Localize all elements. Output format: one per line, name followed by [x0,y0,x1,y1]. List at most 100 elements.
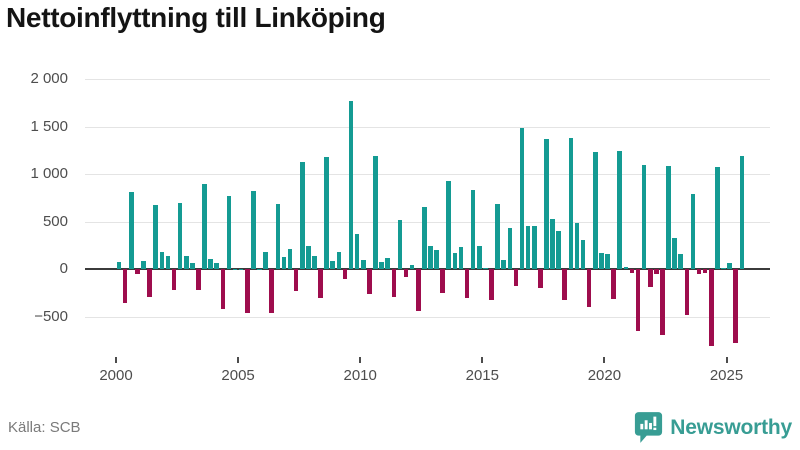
bar-2023-Q1 [678,253,684,269]
bar-2023-Q3 [690,193,696,269]
bar-2004-Q2 [220,269,226,310]
bar-2016-Q2 [513,269,519,287]
newsworthy-logo-icon [635,412,663,443]
bar-2014-Q4 [476,246,482,269]
bar-2015-Q3 [495,204,500,269]
bar-2000-Q2 [122,269,128,304]
chart-title: Nettoinflyttning till Linköping [6,2,386,33]
bar-2000-Q1 [116,262,122,269]
bar-2022-Q2 [660,269,665,335]
bar-2010-Q2 [367,269,372,295]
x-tick-2010 [359,357,362,363]
bar-2001-Q1 [141,260,146,269]
bar-2024-Q1 [702,269,708,274]
bar-2011-Q1 [385,258,390,269]
bar-2022-Q3 [666,166,671,269]
x-tick-label-2020: 2020 [587,367,622,384]
bar-2009-Q1 [336,251,342,269]
bar-2018-Q4 [574,223,580,269]
bar-2003-Q3 [202,184,207,269]
bar-2014-Q2 [464,269,470,299]
bar-2015-Q1 [483,268,488,269]
bar-2008-Q2 [318,269,323,298]
bar-2012-Q1 [409,265,415,269]
x-tick-label-2005: 2005 [221,367,255,384]
source-label: Källa: SCB [8,419,81,436]
bar-2001-Q2 [147,269,152,297]
bar-2004-Q1 [214,263,220,269]
bar-2010-Q4 [379,261,384,269]
bar-2023-Q4 [696,269,702,274]
bar-2013-Q2 [440,269,445,293]
bar-2005-Q3 [251,190,256,269]
newsworthy-logo-text: Newsworthy [670,415,792,439]
y-tick-label: 1 000 [30,165,68,182]
bar-2011-Q2 [391,269,397,298]
bar-2006-Q4 [281,257,287,269]
zero-baseline [85,268,770,270]
x-tick-2005 [237,357,240,363]
bar-2013-Q3 [446,180,452,269]
y-tick-label: 1 500 [30,117,68,135]
bar-2017-Q1 [531,226,537,269]
bar-2025-Q3 [739,155,745,269]
bar-2021-Q2 [635,269,641,331]
gridline-1000 [85,174,770,175]
bar-2025-Q1 [727,262,732,269]
bar-2016-Q1 [507,228,513,269]
y-tick-label: 500 [42,212,68,230]
x-tick-2000 [115,357,117,363]
x-tick-label-2010: 2010 [343,367,377,384]
bar-2020-Q3 [617,151,622,269]
bar-2019-Q2 [586,269,592,307]
bar-2013-Q1 [434,250,439,269]
bar-2016-Q4 [525,226,531,269]
bar-2002-Q4 [183,256,189,269]
gridline--500 [85,316,770,318]
bar-2010-Q1 [361,259,366,269]
bar-2003-Q2 [196,269,201,291]
bar-2002-Q3 [177,203,183,269]
bar-2003-Q1 [190,263,195,269]
bar-2017-Q2 [538,269,543,288]
bar-2014-Q3 [470,190,476,269]
bar-2012-Q2 [415,269,421,311]
bar-2001-Q4 [159,251,165,269]
bar-2025-Q2 [733,269,738,343]
bar-2024-Q4 [721,268,726,269]
bar-2008-Q1 [312,256,317,269]
bar-2009-Q3 [348,100,354,269]
bar-2017-Q4 [550,219,555,269]
bar-2007-Q1 [287,249,293,269]
bar-2022-Q1 [654,269,659,274]
bar-2024-Q3 [715,167,720,269]
y-tick-label: 2 000 [30,70,68,87]
newsworthy-logo[interactable]: Newsworthy [634,411,792,444]
bar-2005-Q2 [245,269,250,313]
bar-2020-Q1 [605,254,610,269]
bar-2008-Q4 [330,261,336,269]
x-tick-label-2015: 2015 [465,367,499,384]
bar-2007-Q3 [299,161,305,269]
bar-2010-Q3 [373,155,378,269]
bar-2019-Q4 [599,253,604,269]
bar-2011-Q4 [403,269,409,278]
bar-2015-Q2 [489,269,494,300]
bar-2021-Q3 [641,164,647,269]
bar-2007-Q4 [306,245,311,269]
x-tick-2025 [725,357,728,363]
bar-2013-Q4 [452,252,458,269]
bar-2008-Q3 [324,157,329,269]
bar-2024-Q2 [708,269,714,346]
bar-2015-Q4 [501,260,506,269]
bar-2000-Q3 [129,191,134,269]
bar-2006-Q2 [269,269,275,314]
bar-2006-Q3 [275,203,281,269]
bar-2021-Q4 [647,269,653,287]
bar-2002-Q2 [171,269,177,290]
x-tick-label-2025: 2025 [709,367,744,384]
y-tick-label: −500 [34,307,68,325]
gridline-1500 [85,126,770,128]
